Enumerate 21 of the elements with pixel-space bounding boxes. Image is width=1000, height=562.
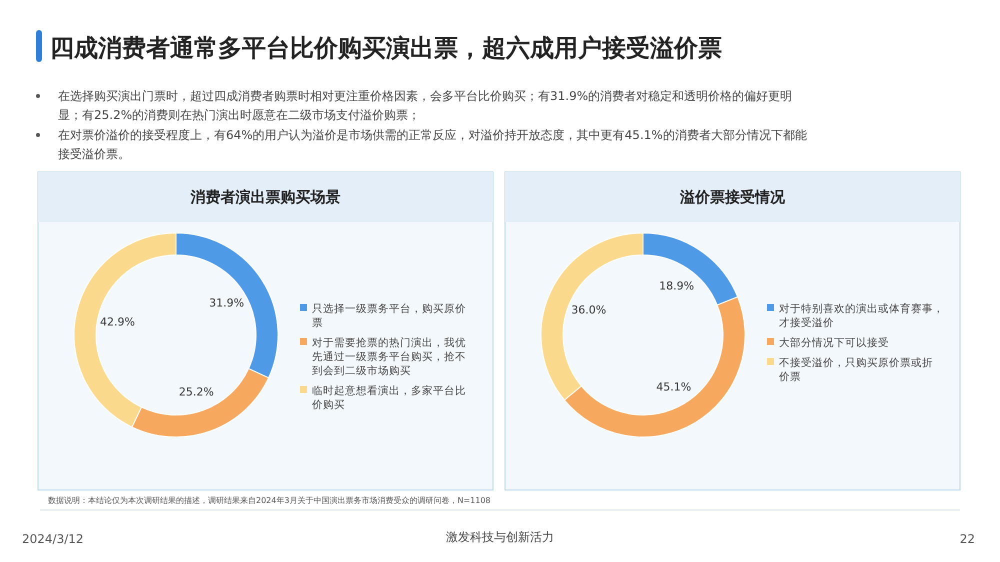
text: 在选择购买演出门票时，超过四成消费者购票时相对更注重价格因素，会多平台比价购买；有31.9%的消费者对稳定和透明价格的偏好更明显；有25.2%的消费则在热门演出时愿意在二级市场支付溢价购票； <box>58 89 792 122</box>
legend-label: 不接受溢价，只购买原价票或折价票 <box>778 356 933 383</box>
text: 22 <box>960 532 975 546</box>
text: 在对票价溢价的接受程度上，有64%的用户认为溢价是市场供需的正常反应，对溢价持开放态度，其中更有45.1%的消费者大部分情况下都能接受溢价票。 <box>58 128 807 161</box>
legend-label: 对于特别喜欢的演出或体育赛事，才接受溢价 <box>779 302 944 329</box>
data-label: 31.9% <box>209 296 244 310</box>
data-label: 25.2% <box>178 385 214 398</box>
text: 2024/3/12 <box>22 532 84 546</box>
legend-label: 只选择一级票务平台，购买原价票 <box>312 302 466 329</box>
data-label: 45.1% <box>656 380 692 394</box>
data-label: 42.9% <box>100 316 135 329</box>
text: 激发科技与创新活力 <box>446 530 554 544</box>
text: 四成消费者通常多平台比价购买演出票，超六成用户接受溢价票 <box>50 34 722 62</box>
legend-label: 对于需要抢票的热门演出，我优先通过一级票务平台购买，抢不到会到二级市场购买 <box>312 336 466 377</box>
text: 数据说明：本结论仅为本次调研结果的描述，调研结果来自2024年3月关于中国演出票务市场消费受众的调研问卷，N=1108 <box>48 496 490 505</box>
data-label: 18.9% <box>659 279 694 292</box>
legend-label: 临时起意想看演出，多家平台比价购买 <box>311 384 466 411</box>
data-label: 36.0% <box>571 303 606 316</box>
chart-title: 消费者演出票购买场景 <box>190 188 340 206</box>
legend-label: 大部分情况下可以接受 <box>779 336 889 349</box>
chart-title: 溢价票接受情况 <box>679 188 786 206</box>
